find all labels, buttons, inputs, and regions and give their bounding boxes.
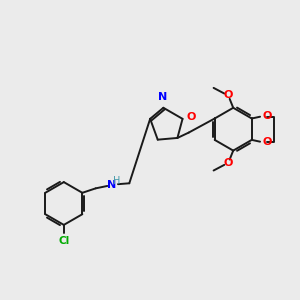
Text: O: O — [262, 111, 272, 121]
Text: H: H — [113, 176, 121, 186]
Text: O: O — [187, 112, 196, 122]
Text: N: N — [158, 92, 167, 102]
Text: O: O — [223, 90, 232, 100]
Text: Cl: Cl — [58, 236, 69, 246]
Text: O: O — [223, 158, 232, 168]
Text: O: O — [262, 137, 272, 147]
Text: N: N — [107, 180, 116, 190]
